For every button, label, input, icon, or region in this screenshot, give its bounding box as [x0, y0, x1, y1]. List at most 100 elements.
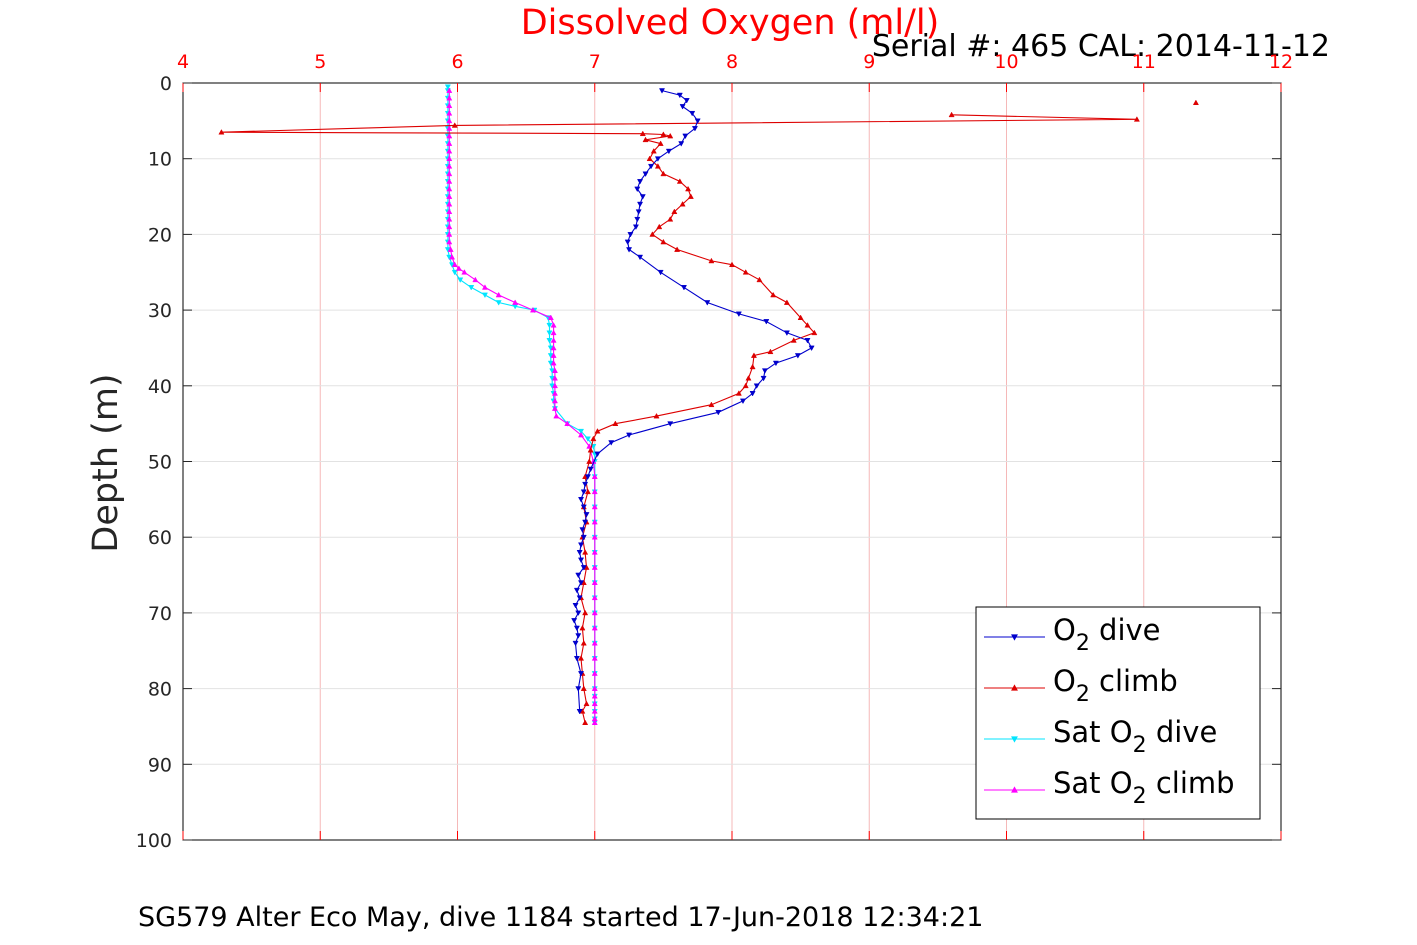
data-point [446, 95, 453, 101]
data-point [580, 489, 587, 495]
data-point [550, 337, 557, 343]
chart-caption: SG579 Alter Eco May, dive 1184 started 1… [138, 902, 983, 933]
data-point [678, 141, 685, 147]
data-point [715, 409, 722, 416]
data-point [790, 337, 797, 343]
data-point [591, 473, 598, 479]
data-point [591, 579, 598, 585]
data-point [572, 603, 579, 609]
y-tick-label: 10 [148, 149, 172, 171]
data-point [667, 132, 674, 139]
data-point [682, 133, 689, 140]
data-point [591, 564, 598, 570]
data-point [658, 88, 666, 94]
data-point [579, 527, 586, 533]
data-point [642, 136, 649, 143]
x-tick-label: 10 [994, 51, 1018, 73]
data-point [446, 170, 453, 177]
grid [183, 83, 1281, 840]
data-point [446, 110, 453, 116]
data-point [546, 338, 553, 344]
data-point [591, 503, 598, 510]
data-point [671, 208, 678, 215]
data-point [448, 253, 456, 260]
data-point [742, 382, 749, 389]
data-point [446, 117, 453, 124]
y-tick-label: 20 [148, 224, 172, 246]
data-point [495, 300, 502, 306]
data-point [1192, 99, 1199, 106]
data-point [576, 550, 583, 556]
legend-marker [1011, 736, 1018, 743]
data-point [704, 300, 711, 306]
data-point [481, 284, 488, 290]
data-point [575, 686, 582, 692]
data-point [679, 104, 686, 110]
data-point [808, 345, 815, 352]
data-point [451, 122, 458, 128]
data-point [547, 314, 554, 320]
series-line [447, 86, 596, 723]
data-point [446, 87, 453, 93]
data-point [634, 186, 641, 193]
data-point [750, 352, 757, 358]
axis-ticks: 4 5 6 7 8 9 10 11 12 0 10 20 30 40 50 60 70 80 90 100 [136, 51, 1293, 852]
data-point [591, 518, 598, 525]
data-point [550, 322, 557, 328]
legend-label: Sat O2 dive [1053, 715, 1217, 758]
data-point [660, 131, 667, 137]
data-point [642, 171, 649, 177]
data-point [804, 338, 811, 344]
data-point [575, 633, 582, 639]
data-point [591, 700, 598, 707]
data-point [649, 231, 656, 237]
data-point [687, 193, 694, 199]
x-tick-label: 5 [314, 51, 326, 73]
data-point [660, 170, 667, 177]
data-point [745, 375, 752, 381]
data-point [551, 390, 558, 396]
data-point [797, 314, 804, 320]
chart-title: Dissolved Oxygen (ml/l) [521, 3, 940, 43]
data-point [708, 257, 715, 264]
data-point [783, 330, 790, 336]
data-point [794, 353, 801, 359]
legend-box [975, 606, 1261, 820]
data-point [580, 534, 587, 541]
data-point [446, 178, 453, 184]
data-point [667, 421, 674, 427]
legend-label: O2 climb [1053, 664, 1178, 707]
data-point [546, 330, 553, 336]
data-point [461, 269, 468, 275]
legend: O2 dive O2 climb Sat O2 dive Sat O2 climb [975, 606, 1261, 820]
data-point [578, 671, 585, 677]
data-point [446, 148, 453, 154]
data-point [674, 246, 681, 252]
data-point [551, 375, 558, 381]
data-point [551, 405, 558, 411]
data-point [550, 329, 557, 336]
data-point [657, 269, 664, 276]
series-sat-o2-dive [444, 84, 598, 726]
series-o2-dive [571, 88, 815, 715]
data-point [654, 163, 661, 169]
data-point [446, 125, 453, 131]
data-point [591, 693, 598, 699]
data-point [753, 383, 760, 389]
data-point [676, 178, 683, 184]
data-point [550, 352, 557, 358]
data-point [578, 497, 585, 503]
data-point [685, 185, 692, 192]
data-point [446, 155, 453, 162]
data-point [586, 458, 593, 464]
y-axis-label: Depth (m) [86, 373, 126, 552]
data-series [218, 84, 1199, 726]
data-point [735, 311, 742, 317]
data-point [587, 447, 594, 453]
x-tick-label: 11 [1132, 51, 1156, 73]
data-point [583, 700, 590, 707]
data-point [667, 216, 674, 222]
series-line [573, 90, 813, 712]
data-point [573, 625, 580, 632]
data-point [582, 519, 589, 526]
